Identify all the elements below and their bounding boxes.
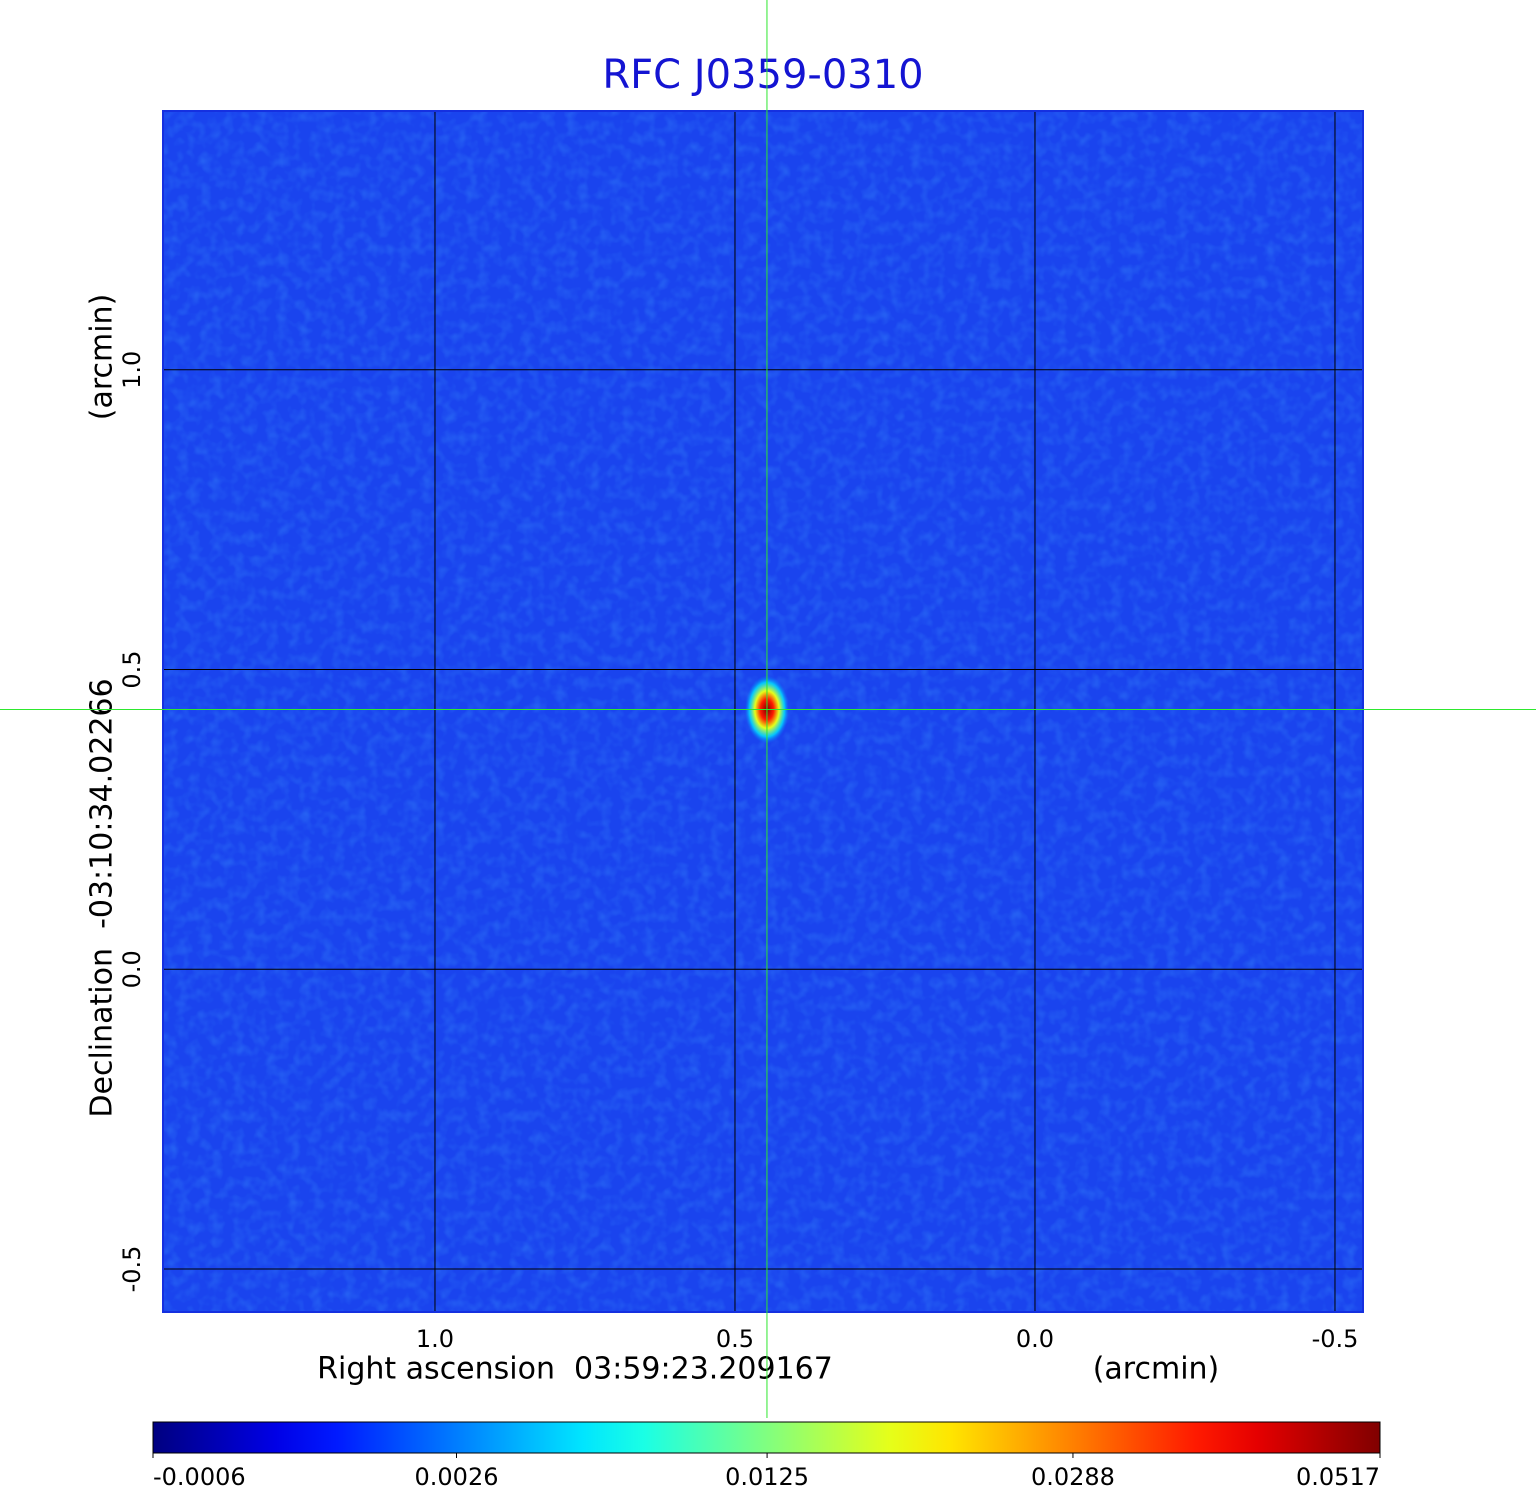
- colorbar-tick-label: 0.0517: [1296, 1463, 1380, 1491]
- x-tick-label: 0.0: [1016, 1325, 1054, 1353]
- colorbar-tick-label: 0.0125: [725, 1463, 809, 1491]
- colorbar-tick-label: 0.0288: [1031, 1463, 1115, 1491]
- x-tick-label: 1.0: [416, 1325, 454, 1353]
- x-tick-label: -0.5: [1312, 1325, 1359, 1353]
- y-tick-label: 0.5: [118, 650, 146, 688]
- y-axis-label: Declination -03:10:34.02266: [85, 678, 120, 1117]
- y-tick-label: 1.0: [118, 351, 146, 389]
- colorbar-tick-label: -0.0006: [153, 1463, 246, 1491]
- x-tick-label: 0.5: [716, 1325, 754, 1353]
- y-tick-label: -0.5: [118, 1246, 146, 1293]
- plot-frame: [162, 110, 1364, 1313]
- colorbar-tick-label: 0.0026: [415, 1463, 499, 1491]
- y-tick-label: 0.0: [118, 950, 146, 988]
- colorbar: [152, 1421, 1381, 1454]
- x-axis-unit: (arcmin): [1093, 1352, 1220, 1387]
- chart-title: RFC J0359-0310: [602, 52, 923, 98]
- y-axis-unit: (arcmin): [85, 294, 120, 421]
- x-axis-label: Right ascension 03:59:23.209167: [317, 1352, 833, 1387]
